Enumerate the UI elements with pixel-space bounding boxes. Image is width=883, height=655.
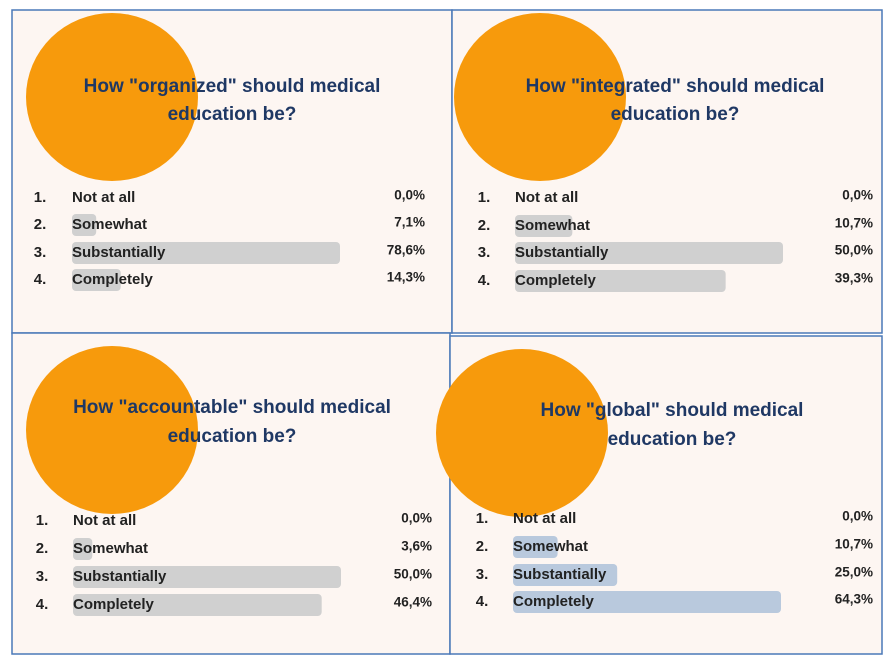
value-label: 50,0% — [394, 567, 432, 582]
panel-title: education be? — [168, 104, 297, 125]
option-label: Somewhat — [73, 540, 148, 557]
option-label: Somewhat — [72, 216, 147, 233]
value-label: 46,4% — [394, 595, 432, 610]
item-number: 3. — [478, 244, 491, 261]
option-label: Somewhat — [513, 538, 588, 555]
bar — [515, 242, 783, 264]
item-number: 4. — [478, 272, 491, 289]
value-label: 10,7% — [835, 216, 873, 231]
decor-circle — [26, 346, 198, 514]
bar — [515, 270, 726, 292]
value-label: 39,3% — [835, 271, 873, 286]
item-number: 3. — [36, 568, 49, 585]
value-label: 25,0% — [835, 565, 873, 580]
item-number: 1. — [36, 512, 49, 529]
bar — [72, 242, 340, 264]
panel-title: education be? — [168, 426, 297, 447]
option-label: Completely — [73, 596, 155, 613]
value-label: 3,6% — [401, 539, 432, 554]
decor-circle — [454, 13, 626, 181]
item-number: 4. — [476, 593, 489, 610]
item-number: 4. — [34, 271, 47, 288]
option-label: Not at all — [515, 189, 578, 206]
panel-title: How "organized" should medical — [84, 76, 381, 97]
value-label: 14,3% — [387, 270, 425, 285]
option-label: Substantially — [72, 244, 166, 261]
bar — [73, 538, 93, 560]
value-label: 64,3% — [835, 592, 873, 607]
item-number: 2. — [476, 538, 489, 555]
panel-title: education be? — [611, 104, 740, 125]
bar — [513, 564, 618, 586]
panel-title: education be? — [608, 429, 737, 450]
panel-title: How "accountable" should medical — [73, 397, 391, 418]
value-label: 0,0% — [401, 511, 432, 526]
bar — [515, 215, 573, 237]
item-number: 3. — [34, 244, 47, 261]
item-number: 2. — [36, 540, 49, 557]
option-label: Substantially — [513, 566, 607, 583]
option-label: Substantially — [73, 568, 167, 585]
decor-circle — [26, 13, 198, 181]
item-number: 1. — [478, 189, 491, 206]
option-label: Somewhat — [515, 217, 590, 234]
item-number: 2. — [478, 217, 491, 234]
item-number: 3. — [476, 566, 489, 583]
value-label: 0,0% — [842, 509, 873, 524]
option-label: Not at all — [72, 189, 135, 206]
value-label: 78,6% — [387, 243, 425, 258]
bar — [72, 214, 97, 236]
option-label: Not at all — [513, 510, 576, 527]
value-label: 0,0% — [842, 188, 873, 203]
item-number: 1. — [34, 189, 47, 206]
item-number: 4. — [36, 596, 49, 613]
option-label: Not at all — [73, 512, 136, 529]
value-label: 7,1% — [394, 215, 425, 230]
value-label: 0,0% — [394, 188, 425, 203]
option-label: Substantially — [515, 244, 609, 261]
panel-title: How "global" should medical — [541, 400, 804, 421]
value-label: 10,7% — [835, 537, 873, 552]
option-label: Completely — [515, 272, 597, 289]
item-number: 1. — [476, 510, 489, 527]
decor-circle — [436, 349, 608, 517]
bar — [73, 566, 341, 588]
panel-title: How "integrated" should medical — [526, 76, 825, 97]
bar — [513, 536, 558, 558]
bar — [72, 269, 121, 291]
item-number: 2. — [34, 216, 47, 233]
bar — [73, 594, 322, 616]
value-label: 50,0% — [835, 243, 873, 258]
option-label: Completely — [72, 271, 154, 288]
bar — [513, 591, 781, 613]
option-label: Completely — [513, 593, 595, 610]
